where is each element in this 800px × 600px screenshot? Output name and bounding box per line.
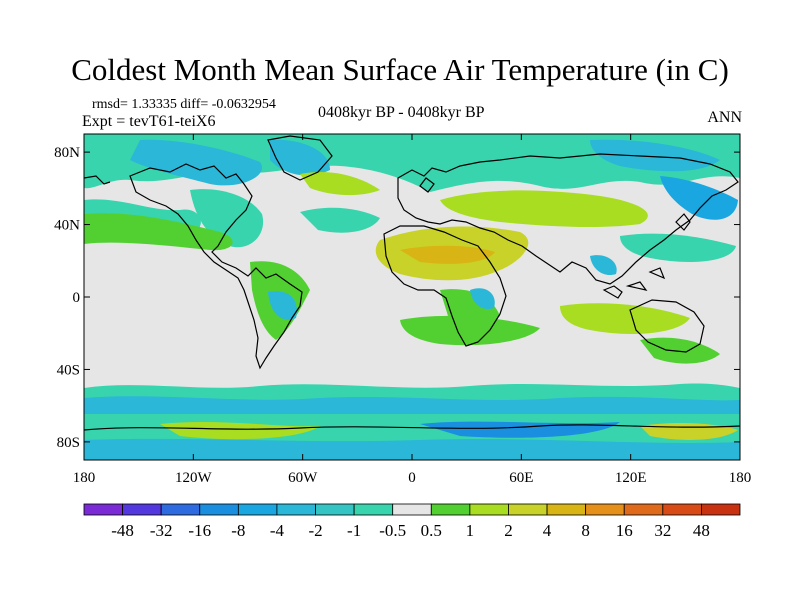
colorbar-swatch xyxy=(392,503,432,516)
colorbar-label: -8 xyxy=(231,521,245,540)
colorbar-label: 0.5 xyxy=(421,521,442,540)
lat-label: 80S xyxy=(57,435,80,451)
north-pacific-warm-band xyxy=(84,213,233,251)
colorbar-swatch xyxy=(546,503,587,516)
lon-label: 180 xyxy=(729,470,752,486)
coast-indonesia xyxy=(602,267,666,299)
colorbar: -48 -32 -16 -8 -4 -2 -1 -0.5 0.5 1 2 4 8 16 32 48 xyxy=(83,503,741,540)
lat-label: 80N xyxy=(54,145,80,161)
colorbar-swatch xyxy=(469,503,509,516)
colorbar-label: -16 xyxy=(188,521,211,540)
south-asia-cool-patch xyxy=(590,255,617,276)
canada-cool-patch xyxy=(130,139,262,186)
lat-label: 0 xyxy=(73,290,81,306)
colorbar-label: -32 xyxy=(150,521,173,540)
north-atlantic-cool-band xyxy=(300,207,380,233)
colorbar-swatch xyxy=(623,503,664,516)
colorbar-label: -0.5 xyxy=(379,521,406,540)
colorbar-swatch xyxy=(276,503,316,516)
northeast-asia-cool-patch xyxy=(660,176,738,220)
stats-label: rmsd= 1.33335 diff= -0.0632954 xyxy=(92,97,276,112)
colorbar-swatch xyxy=(701,503,741,516)
colorbar-label: 1 xyxy=(466,521,475,540)
west-pacific-cool-band xyxy=(620,233,736,262)
colorbar-swatch xyxy=(237,503,278,516)
coast-australia xyxy=(629,299,705,353)
greenland-cool-patch xyxy=(270,139,330,176)
southern-ocean-mid-cool xyxy=(84,396,740,414)
latitude-axis: 80N 40N 0 40S 80S xyxy=(54,145,740,451)
north-atlantic-warm-patch xyxy=(300,171,380,196)
coastlines xyxy=(84,135,740,431)
colorbar-label: 48 xyxy=(693,521,710,540)
north-africa-strong-warm xyxy=(400,245,495,264)
north-america-cool-patch xyxy=(190,189,264,248)
coast-greenland xyxy=(267,135,333,181)
colorbar-label: -4 xyxy=(270,521,285,540)
colorbar-label: -48 xyxy=(111,521,134,540)
lat-label: 40N xyxy=(54,218,80,234)
coast-alaska-west xyxy=(84,175,111,185)
colorbar-swatch xyxy=(508,503,548,516)
colorbar-swatch xyxy=(122,503,162,516)
antarctic-coastal-cool xyxy=(84,438,740,460)
anomaly-field xyxy=(84,134,740,460)
south-atlantic-warm-band xyxy=(400,315,540,346)
coast-africa xyxy=(383,225,507,347)
lon-label: 180 xyxy=(73,470,96,486)
coast-eurasia xyxy=(397,153,739,285)
coast-japan xyxy=(675,213,691,231)
experiment-label: Expt = tevT61-teiX6 xyxy=(82,113,216,130)
east-africa-cool-patch xyxy=(470,288,495,310)
colorbar-swatch xyxy=(353,503,394,516)
colorbar-label: 2 xyxy=(504,521,513,540)
colorbar-label: 8 xyxy=(581,521,590,540)
colorbar-label: -1 xyxy=(347,521,361,540)
season-label: ANN xyxy=(707,109,742,126)
colorbar-label: 16 xyxy=(616,521,633,540)
arctic-cool-region xyxy=(84,134,740,192)
colorbar-swatch xyxy=(315,503,355,516)
colorbar-swatch xyxy=(585,503,625,516)
colorbar-swatch xyxy=(662,503,702,516)
amazon-cool-patch xyxy=(268,291,297,320)
period-label: 0408kyr BP - 0408kyr BP xyxy=(318,104,485,121)
colorbar-label: -2 xyxy=(308,521,322,540)
antarctic-cool-patch-east xyxy=(420,421,620,438)
colorbar-label: 32 xyxy=(654,521,671,540)
coast-antarctica xyxy=(84,424,740,431)
map-title: Coldest Month Mean Surface Air Temperatu… xyxy=(71,52,729,87)
longitude-axis: 180 120W 60W 0 60E 120E 180 xyxy=(73,134,752,486)
colorbar-label: 4 xyxy=(543,521,552,540)
colorbar-swatch xyxy=(199,503,239,516)
indian-ocean-warm-patch xyxy=(560,303,690,334)
colorbar-swatch xyxy=(430,503,471,516)
antarctic-warm-patch-west xyxy=(160,422,320,440)
lon-label: 60E xyxy=(509,470,533,486)
lon-label: 0 xyxy=(408,470,416,486)
eurasia-warm-band xyxy=(440,190,648,228)
lon-label: 120E xyxy=(615,470,647,486)
coast-britain xyxy=(419,177,435,193)
colorbar-swatch xyxy=(83,503,123,516)
lon-label: 60W xyxy=(288,470,318,486)
lat-label: 40S xyxy=(57,362,80,378)
colorbar-swatch xyxy=(160,503,201,516)
coast-americas xyxy=(129,163,303,370)
lon-label: 120W xyxy=(175,470,213,486)
siberia-cool-patch xyxy=(590,139,720,172)
